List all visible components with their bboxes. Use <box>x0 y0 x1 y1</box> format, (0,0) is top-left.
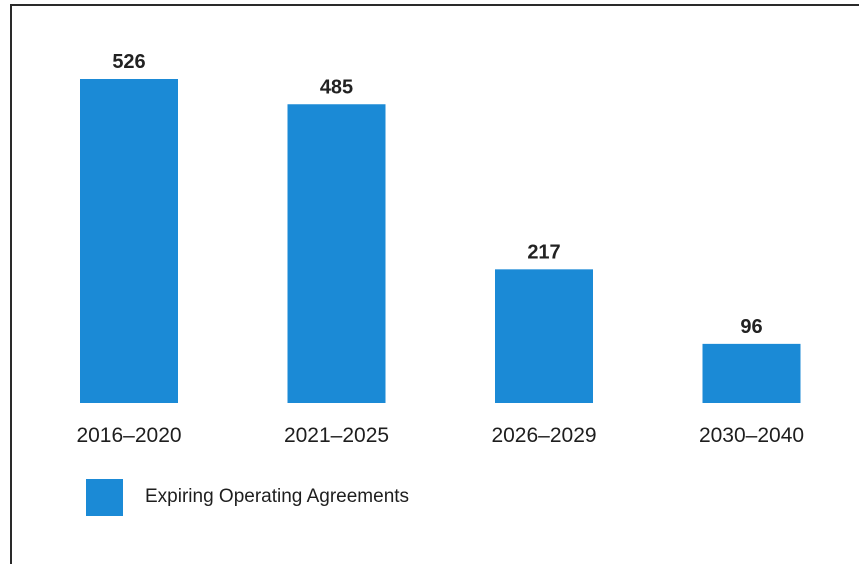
bar-1 <box>287 104 386 403</box>
bar-3 <box>702 343 801 403</box>
x-tick-label-0: 2016–2020 <box>76 424 181 447</box>
legend: Expiring Operating Agreements <box>86 478 409 516</box>
data-label-2: 217 <box>527 241 560 263</box>
x-tick-label-1: 2021–2025 <box>284 424 389 447</box>
x-tick-label-3: 2030–2040 <box>699 424 804 447</box>
data-label-0: 526 <box>112 51 145 73</box>
data-label-3: 96 <box>740 316 762 338</box>
bar-2 <box>495 269 593 403</box>
data-label-1: 485 <box>320 76 353 98</box>
x-tick-label-2: 2026–2029 <box>491 424 596 447</box>
bar-chart: 526 2016–2020 485 2021–2025 217 2026–2029 96 20… <box>76 51 804 447</box>
legend-swatch <box>86 478 123 516</box>
bar-0 <box>80 79 178 403</box>
legend-label: Expiring Operating Agreements <box>145 486 410 507</box>
chart-frame <box>10 4 859 564</box>
